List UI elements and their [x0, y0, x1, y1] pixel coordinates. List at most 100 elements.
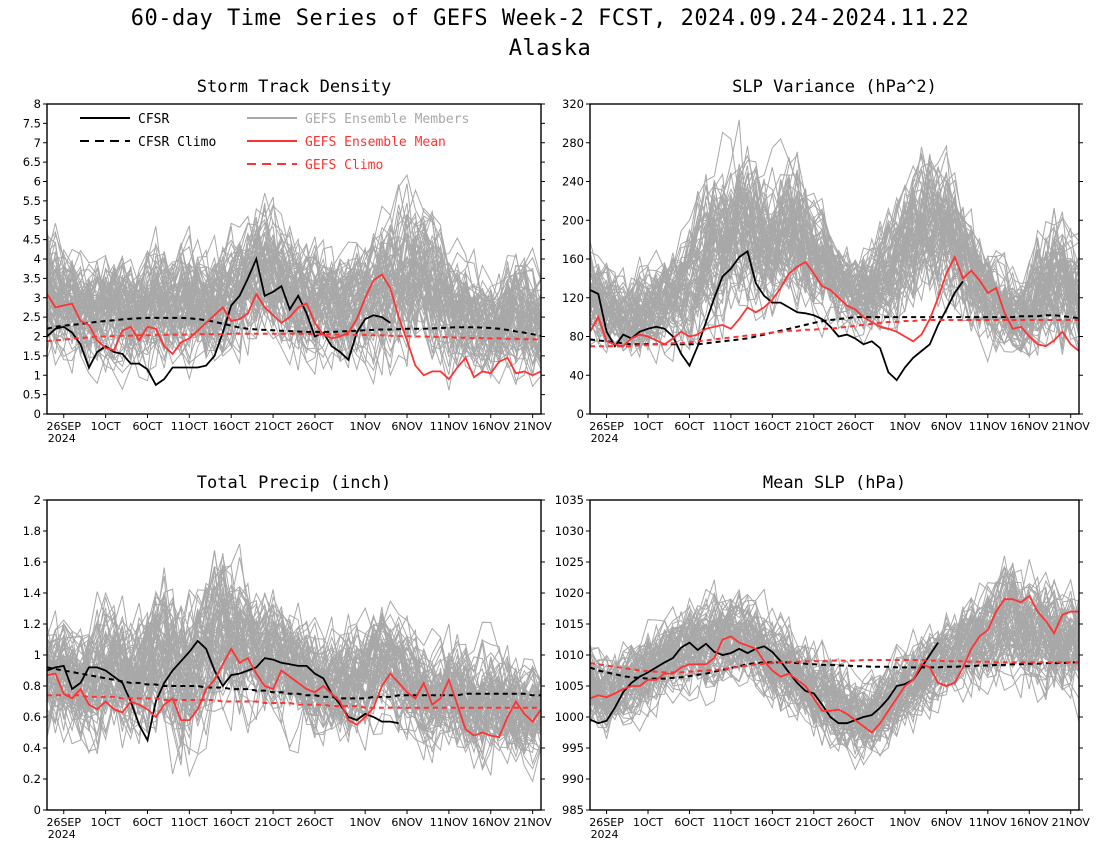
panel-title: Storm Track Density: [197, 77, 391, 97]
ensemble-member-line: [590, 169, 1079, 347]
ensemble-members: [590, 119, 1079, 365]
y-tick-label: 320: [562, 97, 584, 111]
x-tick-label: 21NOV: [1052, 420, 1091, 433]
y-tick-label: 1030: [555, 524, 584, 538]
x-tick-label: 1OCT: [91, 420, 121, 433]
x-tick-label: 26SEP: [46, 816, 81, 829]
ensemble-member-line: [47, 593, 541, 742]
y-tick-label: 2: [34, 330, 41, 344]
y-tick-label: 1025: [555, 555, 584, 569]
series-cfsr-climo: [590, 661, 1079, 680]
ensemble-member-line: [47, 615, 541, 761]
ensemble-member-line: [47, 232, 541, 391]
y-tick-label: 7.5: [23, 116, 41, 130]
y-tick-label: 280: [562, 136, 584, 150]
x-tick-label: 1OCT: [633, 420, 663, 433]
ensemble-member-line: [47, 183, 541, 369]
y-tick-label: 5.5: [23, 194, 41, 208]
y-tick-label: 1: [34, 648, 41, 662]
y-tick-label: 160: [562, 252, 584, 266]
y-tick-label: 0: [34, 803, 41, 817]
panel-title: SLP Variance (hPa^2): [732, 77, 937, 97]
y-tick-label: 6: [34, 175, 41, 189]
y-tick-label: 40: [569, 368, 584, 382]
plot-area: [590, 119, 1079, 382]
ensemble-member-line: [47, 252, 541, 354]
x-tick-label: 21NOV: [1052, 816, 1091, 829]
x-tick-label: 26OCT: [296, 420, 333, 433]
chart-panel-1: Storm Track Density 0 0.5 1 1.5 2 2.5 3 3.5 4 4.5 5…: [23, 77, 553, 445]
series-cfsr: [590, 641, 939, 725]
x-tick-label: 1NOV: [889, 420, 921, 433]
x-tick-sublabel: 2024: [48, 828, 76, 841]
plot-area: [47, 173, 541, 391]
ensemble-member-line: [590, 181, 1079, 356]
x-tick-label: 1NOV: [889, 816, 921, 829]
ensemble-member-line: [590, 194, 1079, 336]
x-tick-label: 21OCT: [255, 420, 292, 433]
y-tick-label: 0.4: [23, 741, 41, 755]
y-tick-label: 0.2: [23, 772, 41, 786]
series-gefs-mean: [590, 594, 1079, 734]
x-tick-label: 11OCT: [171, 420, 208, 433]
chart-panel-4: Mean SLP (hPa) 985 990 995 1000 1005 1010 1015 1…: [555, 473, 1091, 841]
ensemble-member-line: [590, 593, 1079, 748]
ensemble-member-line: [590, 184, 1079, 345]
x-tick-label: 16NOV: [472, 420, 511, 433]
x-tick-label: 16OCT: [754, 816, 791, 829]
x-tick-label: 26SEP: [589, 816, 624, 829]
x-tick-sublabel: 2024: [48, 432, 76, 445]
x-tick-label: 21NOV: [514, 420, 553, 433]
legend-label: CFSR Climo: [138, 135, 216, 150]
ensemble-member-line: [590, 153, 1079, 352]
x-tick-label: 11OCT: [712, 816, 749, 829]
y-tick-label: 6.5: [23, 155, 41, 169]
y-tick-label: 3.5: [23, 271, 41, 285]
ensemble-members: [47, 173, 541, 391]
y-tick-label: 5: [34, 213, 41, 227]
x-tick-label: 16NOV: [472, 816, 511, 829]
x-tick-label: 1OCT: [91, 816, 121, 829]
x-tick-label: 21OCT: [255, 816, 292, 829]
y-tick-label: 1005: [555, 679, 584, 693]
ensemble-member-line: [47, 251, 541, 370]
x-tick-label: 26OCT: [837, 816, 874, 829]
y-tick-label: 0: [34, 407, 41, 421]
y-tick-label: 3: [34, 291, 41, 305]
x-tick-label: 21NOV: [514, 816, 553, 829]
x-tick-label: 6NOV: [931, 816, 963, 829]
x-tick-label: 1OCT: [633, 816, 663, 829]
y-tick-label: 995: [562, 741, 584, 755]
main-title: 60-day Time Series of GEFS Week-2 FCST, …: [130, 6, 970, 31]
series-gefs-mean: [47, 646, 541, 739]
y-tick-label: 1.5: [23, 349, 41, 363]
legend-label: GEFS Ensemble Members: [305, 112, 469, 127]
y-tick-label: 1000: [555, 710, 584, 724]
x-tick-label: 6NOV: [931, 420, 963, 433]
x-tick-label: 1NOV: [350, 420, 382, 433]
main-subtitle: Alaska: [508, 36, 592, 61]
ensemble-member-line: [47, 592, 541, 742]
x-tick-sublabel: 2024: [591, 432, 619, 445]
y-tick-label: 0.6: [23, 710, 41, 724]
y-tick-label: 0.5: [23, 388, 41, 402]
series-gefs-climo: [47, 694, 541, 709]
y-tick-label: 80: [569, 330, 584, 344]
y-tick-label: 990: [562, 772, 584, 786]
y-tick-label: 7: [34, 136, 41, 150]
y-tick-label: 1.8: [23, 524, 41, 538]
x-tick-label: 6NOV: [391, 816, 423, 829]
y-tick-label: 0: [577, 407, 584, 421]
x-tick-label: 11NOV: [430, 816, 469, 829]
y-tick-label: 1010: [555, 648, 584, 662]
series-gefs-climo: [47, 332, 541, 343]
plot-area: [590, 555, 1079, 771]
x-tick-label: 1NOV: [350, 816, 382, 829]
series-cfsr-climo: [47, 666, 541, 700]
y-tick-label: 0.8: [23, 679, 41, 693]
x-tick-label: 6OCT: [674, 816, 704, 829]
series-gefs-mean: [47, 273, 541, 381]
x-tick-label: 26SEP: [46, 420, 81, 433]
x-tick-label: 26SEP: [589, 420, 624, 433]
plot-area: [47, 543, 541, 783]
